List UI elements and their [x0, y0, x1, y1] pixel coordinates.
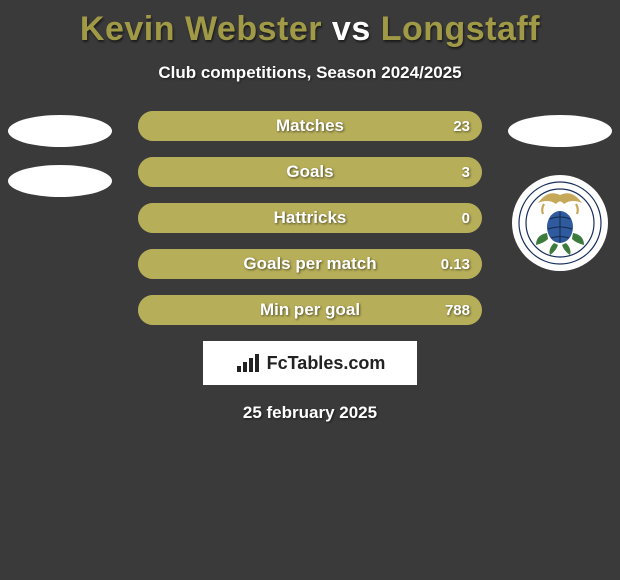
date-text: 25 february 2025 — [0, 403, 620, 423]
stat-bar: Min per goal 788 — [138, 295, 482, 325]
player2-photo-placeholder — [508, 115, 612, 147]
stat-bar: Matches 23 — [138, 111, 482, 141]
stats-bars: Matches 23 Goals 3 Hattricks 0 Goals per match… — [138, 111, 482, 325]
brand-text: FcTables.com — [267, 353, 386, 374]
stat-label: Min per goal — [260, 300, 360, 320]
content-area: Matches 23 Goals 3 Hattricks 0 Goals per match… — [0, 111, 620, 423]
stat-bar: Goals per match 0.13 — [138, 249, 482, 279]
stat-value-right: 0 — [462, 203, 470, 233]
stat-bar: Goals 3 — [138, 157, 482, 187]
stat-value-right: 3 — [462, 157, 470, 187]
brand-chart-icon — [235, 352, 261, 374]
stat-label: Hattricks — [274, 208, 347, 228]
player2-name: Longstaff — [381, 10, 540, 48]
stat-value-right: 788 — [445, 295, 470, 325]
player2-column — [500, 111, 620, 271]
stat-label: Goals per match — [243, 254, 376, 274]
inverness-badge-icon — [518, 181, 602, 265]
subtitle: Club competitions, Season 2024/2025 — [0, 63, 620, 83]
stat-bar: Hattricks 0 — [138, 203, 482, 233]
player1-club-placeholder — [8, 165, 112, 197]
stat-label: Matches — [276, 116, 344, 136]
player1-name: Kevin Webster — [80, 10, 322, 48]
stat-value-right: 23 — [453, 111, 470, 141]
player2-club-badge — [512, 175, 608, 271]
comparison-title: Kevin Webster vs Longstaff — [0, 0, 620, 49]
player1-column — [0, 111, 120, 197]
player1-photo-placeholder — [8, 115, 112, 147]
vs-text: vs — [322, 10, 381, 48]
brand-box: FcTables.com — [203, 341, 417, 385]
stat-label: Goals — [286, 162, 333, 182]
stat-value-right: 0.13 — [441, 249, 470, 279]
